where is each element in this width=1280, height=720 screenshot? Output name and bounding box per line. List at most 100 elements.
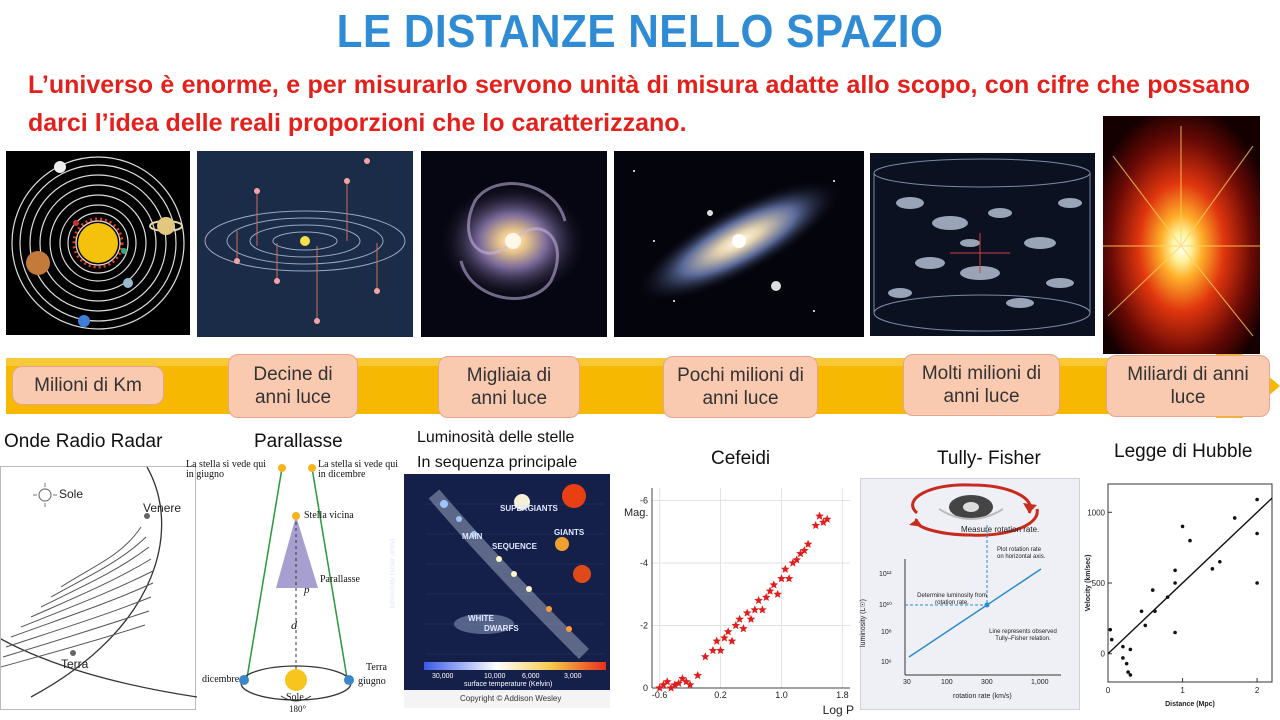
cepheid-data-point [784, 574, 794, 583]
hubble-data-point [1108, 627, 1113, 632]
cepheid-ytick: -4 [640, 558, 648, 568]
hr-giants-label: GIANTS [554, 528, 585, 537]
cepheid-xtick: 1.8 [836, 690, 849, 700]
cepheid-data-point [693, 671, 702, 680]
hubble-data-point [1173, 568, 1177, 573]
hubble-xlabel: Distance (Mpc) [1165, 701, 1215, 708]
hubble-xtick: 1 [1180, 686, 1185, 695]
hubble-data-point [1255, 531, 1259, 536]
parallax-d-label: d [291, 618, 297, 632]
cepheid-data-point [666, 683, 676, 692]
method-radar-label: Onde Radio Radar [4, 431, 163, 452]
hubble-trendline [1107, 497, 1273, 655]
method-tully-fisher-label: Tully- Fisher [937, 448, 1041, 469]
page-subtitle: L’universo è enorme, e per misurarlo ser… [28, 71, 1250, 137]
hubble-data-point [1121, 644, 1125, 649]
hubble-data-point [1210, 567, 1215, 571]
cepheid-data-point [750, 605, 760, 614]
hubble-ylabel: Velocity (km/sec) [1085, 555, 1092, 612]
radar-venus-label: Venere [143, 501, 182, 515]
tully-xtick-3: 300 [981, 679, 993, 686]
method-parallax-label: Parallasse [254, 431, 343, 452]
parallax-180-label: 180° [289, 704, 307, 714]
cepheid-data-point [731, 621, 740, 630]
cepheid-data-point [659, 680, 668, 689]
hr-white-label: WHITE [468, 614, 494, 623]
parallax-earth-label: Terra [366, 662, 387, 673]
cepheid-data-point [708, 646, 718, 655]
method-cepheid-label: Cefeidi [711, 448, 771, 469]
tully-line-label: Line represents observed Tully–Fisher re… [989, 629, 1057, 642]
tully-ylabel: luminosity (L☉) [859, 599, 867, 647]
cepheid-xlabel: Log P [823, 703, 854, 717]
cepheid-data-point [758, 605, 767, 614]
cepheid-ytick: 0 [643, 683, 648, 693]
hubble-data-point [1173, 630, 1177, 635]
cepheid-data-point [765, 586, 775, 595]
parallax-angle-label: Parallasse [320, 574, 360, 585]
tully-determine-label: Determine luminosity from rotation rate. [917, 593, 987, 606]
hubble-data-point [1188, 538, 1192, 543]
andromeda-image [614, 151, 864, 337]
cepheid-data-point [720, 633, 729, 642]
hubble-data-point [1153, 609, 1157, 614]
cepheid-data-point [819, 517, 828, 526]
hubble-ytick: 1000 [1087, 508, 1105, 517]
cepheid-data-point [670, 680, 680, 689]
tully-xlabel: rotation rate (km/s) [953, 693, 1012, 700]
hubble-data-point [1143, 623, 1148, 628]
hubble-plot-frame [1107, 483, 1273, 683]
scale-label-millions-km: Milioni di Km [12, 366, 164, 405]
cepheid-data-point [777, 574, 786, 583]
cepheid-data-point [815, 511, 824, 520]
cepheid-ytick: -2 [640, 621, 648, 631]
hr-t3: 6,000 [522, 673, 540, 680]
scale-arrow [6, 332, 1280, 440]
method-luminosity-label-2: In sequenza principale [417, 454, 578, 471]
hubble-data-point [1255, 581, 1259, 585]
hubble-xtick: 0 [1106, 686, 1111, 695]
scale-label-few-million-ly: Pochi milioni di anni luce [663, 356, 818, 418]
method-luminosity-label-1: Luminosità delle stelle [417, 429, 575, 446]
cepheid-ytick: -6 [640, 496, 648, 506]
cepheid-data-point [796, 549, 805, 558]
parallax-figure: La stella si vede qui in giugno La stell… [186, 458, 408, 716]
nearby-stars-image [197, 151, 413, 337]
cepheid-data-point [723, 627, 733, 636]
cepheid-data-point [811, 521, 820, 530]
cepheid-data-point [663, 677, 672, 686]
parallax-near-star-label: Stella vicina [304, 510, 354, 521]
cepheid-data-point [788, 558, 798, 567]
hubble-data-point [1124, 661, 1129, 666]
hr-t4: 3,000 [564, 673, 582, 680]
hubble-ytick: 500 [1092, 579, 1106, 588]
parallax-december-label: dicembre [202, 674, 240, 685]
parallax-p-label: p [304, 584, 310, 596]
tully-plot-label: Plot rotation rate on horizontal axis. [997, 547, 1046, 560]
hr-t2: 10,000 [484, 673, 506, 680]
radar-earth-label: Terra [61, 657, 89, 671]
cepheid-data-point [701, 652, 710, 661]
cepheid-data-point [822, 514, 832, 523]
hubble-data-point [1121, 656, 1125, 660]
cepheid-data-point [746, 614, 756, 623]
cepheid-data-point [773, 589, 782, 598]
milky-way-image [421, 151, 607, 337]
tully-xtick-4: 1,000 [1031, 679, 1049, 686]
hubble-data-point [1139, 609, 1144, 614]
hubble-data-point [1126, 670, 1130, 674]
tully-xtick-2: 100 [941, 679, 953, 686]
hr-sequence-label: SEQUENCE [492, 542, 537, 551]
hubble-data-point [1109, 637, 1114, 642]
hubble-data-point [1180, 524, 1185, 529]
hr-t1: 30,000 [432, 673, 454, 680]
cepheid-xtick: -0.6 [652, 690, 668, 700]
hubble-data-point [1255, 497, 1259, 502]
cepheid-data-point [792, 555, 801, 564]
tully-ytick-4: 10⁶ [881, 659, 892, 666]
galaxy-clusters-image [870, 153, 1095, 336]
tully-fisher-figure: Measure rotation rate. Plot rotation rat… [860, 478, 1080, 710]
parallax-june-label: giugno [358, 676, 386, 687]
parallax-sun-label: Sole [286, 692, 304, 703]
cepheid-data-point [727, 636, 737, 645]
